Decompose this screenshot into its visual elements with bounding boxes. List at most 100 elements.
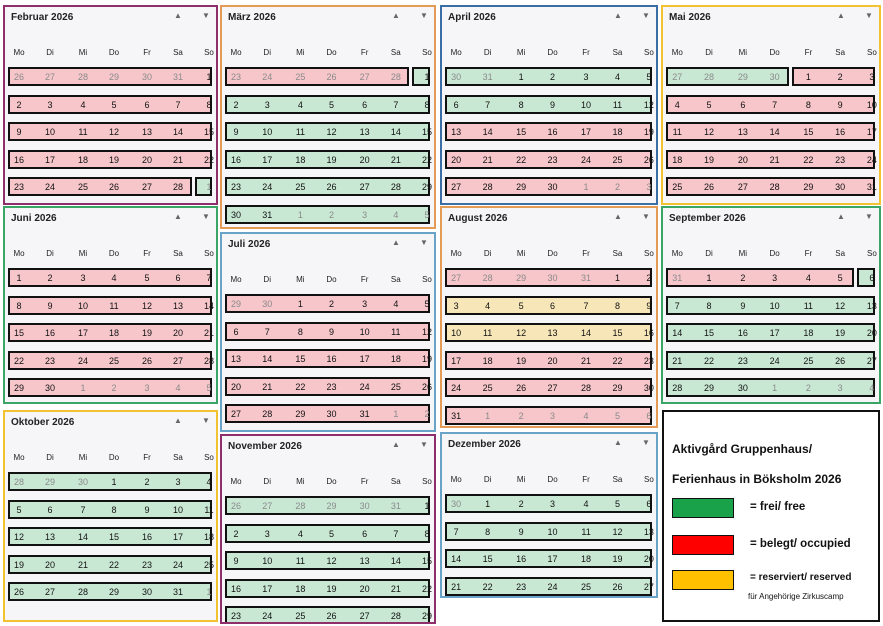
day-cell[interactable]: 31 (581, 273, 592, 283)
day-cell[interactable]: 16 (516, 554, 527, 564)
day-cell[interactable]: 3 (453, 300, 459, 311)
day-cell[interactable]: 3 (362, 209, 368, 220)
day-cell[interactable]: 23 (13, 182, 24, 192)
day-cell[interactable]: 7 (453, 526, 459, 537)
day-cell[interactable]: 27 (44, 72, 55, 82)
day-cell[interactable]: 23 (835, 154, 846, 165)
day-cell[interactable]: 16 (231, 583, 242, 594)
day-cell[interactable]: 27 (359, 182, 370, 192)
day-cell[interactable]: 14 (769, 127, 780, 137)
day-cell[interactable]: 28 (769, 182, 780, 192)
day-cell[interactable]: 25 (295, 182, 306, 192)
day-cell[interactable]: 11 (672, 127, 682, 137)
day-cell[interactable]: 2 (144, 477, 150, 487)
day-cell[interactable]: 28 (77, 587, 88, 597)
day-cell[interactable]: 25 (108, 355, 119, 366)
day-cell[interactable]: 14 (77, 532, 88, 542)
day-cell[interactable]: 23 (141, 559, 152, 570)
day-cell[interactable]: 3 (837, 383, 843, 393)
day-cell[interactable]: 15 (482, 554, 493, 564)
day-cell[interactable]: 17 (581, 127, 592, 137)
day-cell[interactable]: 13 (643, 526, 654, 537)
day-cell[interactable]: 8 (518, 99, 524, 110)
day-cell[interactable]: 9 (329, 326, 335, 337)
day-cell[interactable]: 10 (262, 556, 273, 566)
day-cell[interactable]: 1 (206, 182, 212, 192)
day-cell[interactable]: 30 (451, 499, 462, 509)
day-cell[interactable]: 25 (581, 581, 592, 592)
day-cell[interactable]: 15 (516, 127, 527, 137)
day-cell[interactable]: 19 (516, 355, 527, 366)
day-cell[interactable]: 14 (672, 328, 683, 338)
day-cell[interactable]: 2 (805, 383, 811, 393)
day-cell[interactable]: 18 (612, 127, 623, 137)
day-cell[interactable]: 28 (262, 409, 273, 419)
day-cell[interactable]: 8 (111, 504, 117, 515)
day-cell[interactable]: 16 (643, 328, 654, 338)
day-cell[interactable]: 8 (805, 99, 811, 110)
day-cell[interactable]: 21 (482, 154, 493, 165)
day-cell[interactable]: 7 (485, 99, 491, 110)
day-cell[interactable]: 20 (451, 154, 462, 165)
day-cell[interactable]: 24 (581, 154, 592, 165)
day-cell[interactable]: 5 (144, 273, 150, 283)
day-cell[interactable]: 26 (835, 355, 846, 366)
day-cell[interactable]: 9 (550, 99, 556, 110)
previous-month-arrow-icon[interactable]: ▲ (174, 416, 182, 425)
day-cell[interactable]: 5 (16, 504, 22, 515)
day-cell[interactable]: 10 (44, 127, 55, 137)
day-cell[interactable]: 10 (451, 328, 462, 338)
day-cell[interactable]: 2 (646, 273, 652, 283)
day-cell[interactable]: 7 (583, 300, 589, 311)
day-cell[interactable]: 19 (326, 583, 337, 594)
day-cell[interactable]: 21 (672, 355, 683, 366)
day-cell[interactable]: 8 (206, 99, 212, 110)
day-cell[interactable]: 6 (362, 528, 368, 539)
day-cell[interactable]: 15 (704, 328, 715, 338)
day-cell[interactable]: 19 (835, 328, 846, 338)
day-cell[interactable]: 11 (109, 300, 119, 311)
day-cell[interactable]: 6 (740, 99, 746, 110)
day-cell[interactable]: 4 (80, 99, 86, 110)
day-cell[interactable]: 13 (172, 300, 183, 311)
previous-month-arrow-icon[interactable]: ▲ (174, 11, 182, 20)
day-cell[interactable]: 5 (424, 209, 430, 220)
day-cell[interactable]: 12 (13, 532, 24, 542)
day-cell[interactable]: 14 (172, 127, 183, 137)
day-cell[interactable]: 3 (80, 273, 86, 283)
day-cell[interactable]: 28 (482, 273, 493, 283)
day-cell[interactable]: 16 (13, 154, 24, 165)
day-cell[interactable]: 15 (295, 354, 306, 364)
day-cell[interactable]: 19 (141, 328, 152, 338)
next-month-arrow-icon[interactable]: ▼ (420, 238, 428, 247)
day-cell[interactable]: 23 (737, 355, 748, 366)
day-cell[interactable]: 1 (393, 409, 399, 419)
day-cell[interactable]: 1 (583, 182, 589, 192)
day-cell[interactable]: 16 (141, 532, 152, 542)
previous-month-arrow-icon[interactable]: ▲ (614, 212, 622, 221)
day-cell[interactable]: 2 (837, 72, 843, 82)
day-cell[interactable]: 18 (803, 328, 814, 338)
day-cell[interactable]: 3 (144, 383, 150, 393)
day-cell[interactable]: 30 (769, 72, 780, 82)
day-cell[interactable]: 12 (612, 526, 623, 537)
day-cell[interactable]: 31 (390, 501, 401, 511)
day-cell[interactable]: 18 (295, 583, 306, 594)
day-cell[interactable]: 10 (581, 99, 592, 110)
previous-month-arrow-icon[interactable]: ▲ (392, 11, 400, 20)
day-cell[interactable]: 12 (516, 328, 527, 338)
day-cell[interactable]: 5 (706, 99, 712, 110)
day-cell[interactable]: 2 (111, 383, 117, 393)
day-cell[interactable]: 5 (518, 300, 524, 311)
day-cell[interactable]: 23 (231, 611, 242, 621)
day-cell[interactable]: 29 (44, 477, 55, 487)
day-cell[interactable]: 29 (704, 383, 715, 393)
day-cell[interactable]: 27 (547, 383, 558, 393)
day-cell[interactable]: 2 (740, 273, 746, 283)
day-cell[interactable]: 25 (672, 182, 683, 192)
day-cell[interactable]: 17 (359, 354, 370, 364)
previous-month-arrow-icon[interactable]: ▲ (392, 238, 400, 247)
day-cell[interactable]: 5 (614, 499, 620, 509)
day-cell[interactable]: 11 (391, 326, 401, 337)
day-cell[interactable]: 20 (141, 154, 152, 165)
